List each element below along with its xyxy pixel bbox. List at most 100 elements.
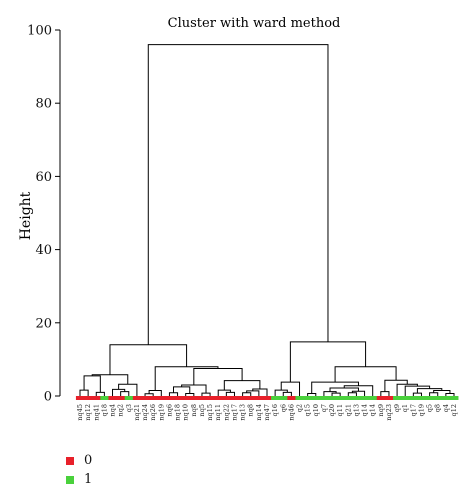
leaf-group-mark bbox=[214, 396, 223, 400]
leaf-label: q15 bbox=[304, 404, 312, 416]
leaf-group-mark bbox=[311, 396, 321, 400]
leaf-label: nq13 bbox=[239, 404, 247, 421]
leaf-label: nq22 bbox=[222, 404, 230, 421]
merge-B2 bbox=[148, 390, 162, 396]
leaf-group-mark bbox=[132, 396, 142, 400]
leaf-group-mark bbox=[441, 396, 451, 400]
leaf-labels: nq45 nq12 nq41 q18 nq4 nq2 q3 nq21 nq24 nq26 nq19 n… bbox=[76, 404, 458, 421]
leaf-group-mark bbox=[352, 396, 361, 400]
group-color-bar bbox=[75, 396, 459, 400]
legend-swatch-1 bbox=[66, 475, 74, 484]
leaf-group-mark bbox=[368, 396, 378, 400]
leaf-label: nq46 bbox=[287, 404, 295, 421]
leaf-group-mark bbox=[449, 396, 459, 400]
merge-B3 bbox=[168, 392, 179, 396]
leaf-group-mark bbox=[360, 396, 370, 400]
merge-E bbox=[384, 379, 408, 392]
leaf-label: nq5 bbox=[198, 404, 206, 416]
leaf-label: nq6 bbox=[165, 404, 173, 416]
leaf-label: q4 bbox=[442, 404, 450, 412]
leaf-group-mark bbox=[181, 396, 191, 400]
y-axis: 0 20 40 60 80 100 bbox=[27, 24, 61, 405]
leaf-label: q13 bbox=[352, 404, 360, 416]
y-tick-label-20: 20 bbox=[35, 316, 52, 331]
legend-label-0: 0 bbox=[84, 453, 93, 468]
legend-item-1: 1 bbox=[66, 472, 92, 487]
leaf-label: q19 bbox=[417, 404, 425, 416]
merge-E1 bbox=[380, 391, 390, 396]
leaf-group-mark bbox=[336, 396, 345, 400]
leaf-label: nq8 bbox=[190, 404, 198, 416]
leaf-group-mark bbox=[84, 396, 93, 400]
leaf-group-mark bbox=[206, 396, 215, 400]
merge-R bbox=[289, 341, 367, 383]
leaf-group-mark bbox=[92, 396, 101, 400]
leaf-label: q1 bbox=[401, 404, 409, 412]
leaf-label: q3 bbox=[125, 404, 133, 412]
leaf-group-mark bbox=[409, 396, 418, 400]
leaf-label: nq47 bbox=[263, 404, 271, 421]
merge-A4 bbox=[120, 391, 130, 396]
leaf-group-mark bbox=[140, 396, 150, 400]
leaf-group-mark bbox=[157, 396, 166, 400]
leaf-group-mark bbox=[279, 396, 288, 400]
leaf-group-mark bbox=[197, 396, 207, 400]
merge-D5 bbox=[351, 390, 366, 396]
dendrogram-tree bbox=[79, 44, 455, 396]
leaf-group-mark bbox=[116, 396, 126, 400]
leaf-group-mark bbox=[238, 396, 248, 400]
merge-B8 bbox=[225, 391, 235, 396]
leaf-group-mark bbox=[173, 396, 183, 400]
leaf-group-mark bbox=[75, 396, 85, 400]
leaf-group-mark bbox=[165, 396, 174, 400]
merge-B1 bbox=[144, 393, 154, 396]
leaf-group-mark bbox=[376, 396, 386, 400]
leaf-group-mark bbox=[384, 396, 394, 400]
merge-C3 bbox=[280, 381, 301, 396]
merge-D1 bbox=[307, 392, 317, 396]
leaf-label: nq21 bbox=[133, 404, 141, 421]
merge-B9 bbox=[217, 389, 231, 396]
merge-A5 bbox=[112, 388, 126, 396]
merge-E4 bbox=[445, 392, 455, 396]
leaf-label: nq24 bbox=[141, 404, 149, 421]
leaf-group-mark bbox=[108, 396, 117, 400]
leaf-label: q14 bbox=[361, 404, 369, 416]
merge-A2 bbox=[79, 389, 89, 396]
leaf-group-mark bbox=[271, 396, 280, 400]
merge-C1 bbox=[282, 391, 292, 396]
merge-A6 bbox=[118, 383, 138, 396]
leaf-label: nq18 bbox=[174, 404, 182, 421]
legend-swatch-0 bbox=[66, 456, 74, 465]
merge-D3 bbox=[323, 391, 337, 396]
leaf-group-mark bbox=[393, 396, 402, 400]
y-tick-label-0: 0 bbox=[44, 390, 52, 405]
leaf-group-mark bbox=[295, 396, 304, 400]
merge-C2 bbox=[274, 389, 288, 396]
leaf-label: nq23 bbox=[385, 404, 393, 421]
leaf-label: q6 bbox=[279, 404, 287, 412]
leaf-group-mark bbox=[425, 396, 435, 400]
leaf-group-mark bbox=[124, 396, 134, 400]
leaf-label: nq8 bbox=[247, 404, 255, 416]
merge-B6 bbox=[201, 392, 211, 396]
merge-B12 bbox=[252, 388, 268, 396]
leaf-group-mark bbox=[433, 396, 443, 400]
leaf-label: nq26 bbox=[149, 404, 157, 421]
leaf-group-mark bbox=[319, 396, 329, 400]
leaf-group-mark bbox=[149, 396, 158, 400]
merge-A1 bbox=[95, 391, 105, 396]
merge-B4 bbox=[185, 392, 195, 396]
leaf-label: nq12 bbox=[84, 404, 92, 421]
leaf-group-mark bbox=[246, 396, 256, 400]
merge-D4 bbox=[347, 392, 357, 396]
leaf-label: nq9 bbox=[377, 404, 385, 416]
merge-ROOT bbox=[147, 44, 329, 345]
leaf-label: nq14 bbox=[255, 404, 263, 421]
leaf-group-mark bbox=[189, 396, 199, 400]
y-tick-label-100: 100 bbox=[27, 24, 52, 39]
leaf-group-mark bbox=[254, 396, 264, 400]
leaf-label: q16 bbox=[271, 404, 279, 416]
leaf-label: nq4 bbox=[109, 404, 117, 416]
dendrogram-chart: Cluster with ward method Height 0 20 40 60 8… bbox=[18, 16, 459, 421]
